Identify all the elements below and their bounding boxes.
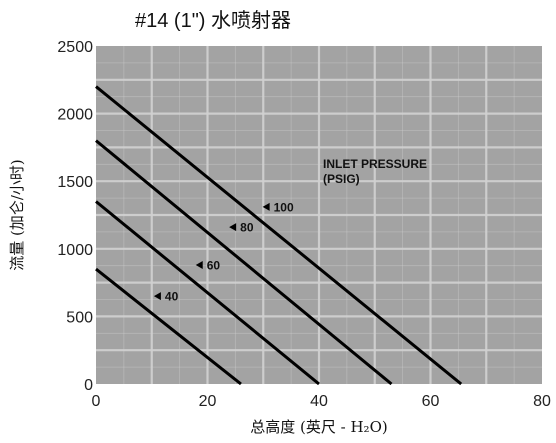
series-line-60 [95,200,320,386]
legend-title-line-1: INLET PRESSURE [323,157,427,171]
x-tick-label: 40 [310,393,328,410]
x-axis-ticks: 0 20 40 60 80 [92,393,551,410]
x-tick-label: 80 [533,393,551,410]
series-line-100 [95,85,463,386]
series-marker-100 [262,202,270,211]
series-marker-60 [195,261,203,270]
series-line-80 [95,139,393,386]
legend-title-line-2: (PSIG) [323,172,360,186]
series-lines [95,85,463,386]
x-axis-label: 总高度 (英尺 - H₂O) [250,418,387,436]
series-marker-40 [153,292,161,301]
y-tick-label: 500 [66,309,93,326]
y-tick-label: 2500 [57,39,93,56]
series-label-40: 40 [165,290,179,304]
x-tick-label: 20 [199,393,217,410]
series-label-100: 100 [274,200,294,214]
x-tick-label: 0 [92,393,101,410]
grid [96,46,542,384]
series-line-40 [95,267,242,386]
y-axis-label: 流量 (加仑/小时) [8,159,26,271]
chart-title: #14 (1") 水喷射器 [135,9,291,32]
y-tick-label: 1000 [57,242,93,259]
y-tick-label: 1500 [57,174,93,191]
y-axis-ticks: 0 500 1000 1500 2000 2500 [57,39,93,394]
series-marker-80 [229,223,237,232]
x-tick-label: 60 [422,393,440,410]
series-labels: 100 80 60 40 [153,200,294,304]
y-tick-label: 0 [84,377,93,394]
y-tick-label: 2000 [57,107,93,124]
series-label-60: 60 [207,259,221,273]
series-label-80: 80 [240,221,254,235]
